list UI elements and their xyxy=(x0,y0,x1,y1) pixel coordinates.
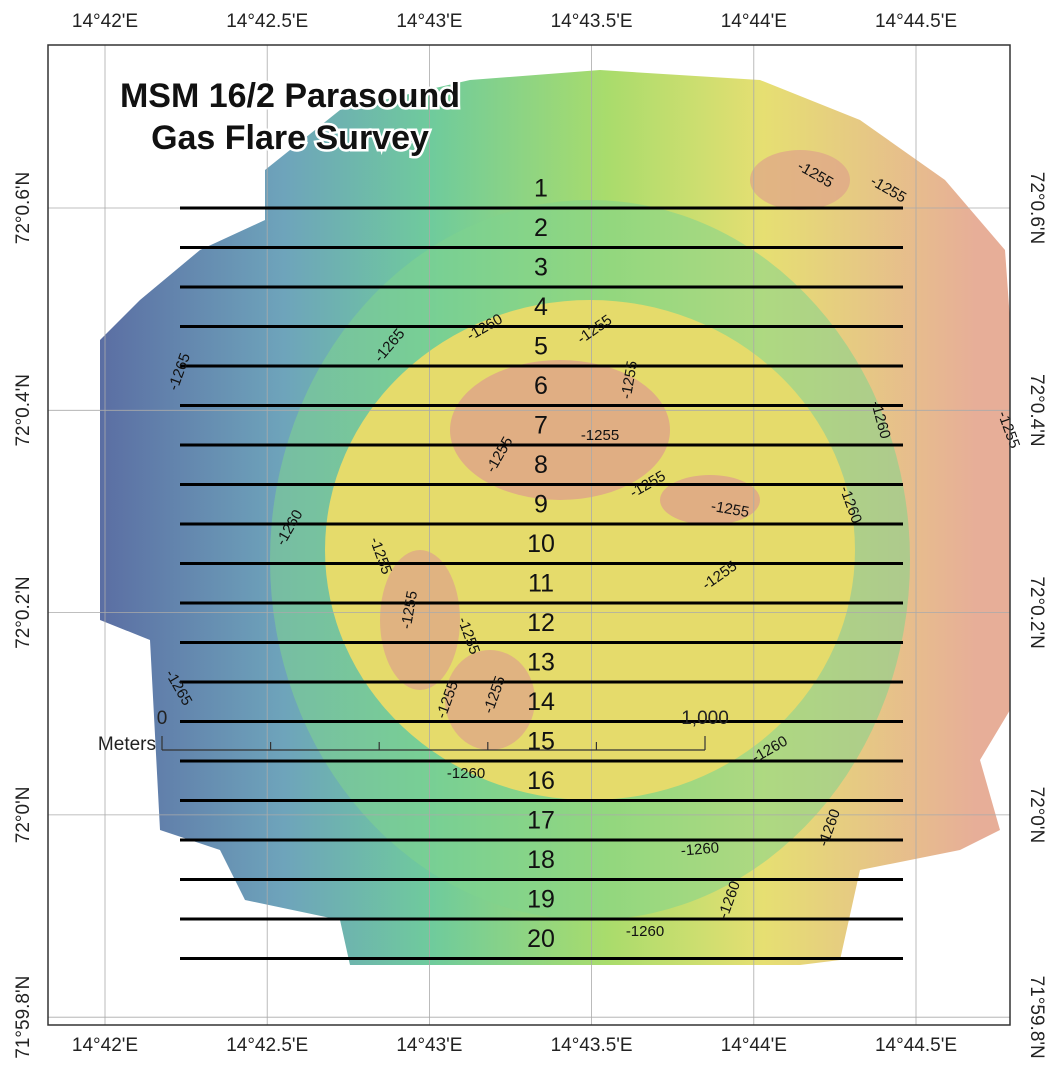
longitude-label: 14°42.5'E xyxy=(226,11,308,32)
contour-label: -1260 xyxy=(447,765,485,782)
line-number: 2 xyxy=(534,214,548,242)
contour-label: -1260 xyxy=(680,839,720,859)
longitude-label: 14°42.5'E xyxy=(226,1035,308,1056)
latitude-label: 72°0.4'N xyxy=(1026,374,1047,447)
line-number: 14 xyxy=(527,688,555,716)
longitude-label: 14°43.5'E xyxy=(551,1035,633,1056)
longitude-label: 14°44.5'E xyxy=(875,1035,957,1056)
longitude-label: 14°42'E xyxy=(72,11,138,32)
line-number: 8 xyxy=(534,451,548,479)
line-number: 9 xyxy=(534,491,548,519)
line-number: 13 xyxy=(527,649,555,677)
line-number: 17 xyxy=(527,807,555,835)
longitude-label: 14°44.5'E xyxy=(875,11,957,32)
map-title: Gas Flare Survey xyxy=(151,119,429,157)
scale-label: 0 xyxy=(157,708,168,729)
line-number: 20 xyxy=(527,925,555,953)
line-number: 1 xyxy=(534,175,548,203)
longitude-label: 14°43'E xyxy=(396,11,462,32)
line-number: 11 xyxy=(528,570,554,598)
latitude-label: 71°59.8'N xyxy=(13,976,34,1059)
longitude-label: 14°43'E xyxy=(396,1035,462,1056)
line-number: 15 xyxy=(527,728,555,756)
contour-label: -1260 xyxy=(626,923,664,940)
line-number: 19 xyxy=(527,886,555,914)
longitude-label: 14°42'E xyxy=(72,1035,138,1056)
latitude-label: 72°0.6'N xyxy=(13,172,34,245)
map-title: MSM 16/2 Parasound xyxy=(120,77,460,115)
latitude-label: 72°0'N xyxy=(13,787,34,844)
map: 14°42'E 14°42'E 14°42.5'E 14°42.5'E 14°43'E 1… xyxy=(0,0,1060,1066)
line-number: 7 xyxy=(534,412,548,440)
mound-peak xyxy=(750,150,850,210)
line-number: 4 xyxy=(534,293,548,321)
line-number: 18 xyxy=(527,846,555,874)
latitude-label: 71°59.8'N xyxy=(1026,976,1047,1059)
longitude-label: 14°44'E xyxy=(721,11,787,32)
line-number: 6 xyxy=(534,372,548,400)
latitude-label: 72°0.2'N xyxy=(13,576,34,649)
latitude-label: 72°0.4'N xyxy=(13,374,34,447)
line-number: 5 xyxy=(534,333,548,361)
latitude-label: 72°0.2'N xyxy=(1026,576,1047,649)
line-number: 12 xyxy=(527,609,555,637)
line-number: 10 xyxy=(527,530,555,558)
longitude-label: 14°43.5'E xyxy=(551,11,633,32)
contour-label: -1255 xyxy=(581,427,619,444)
latitude-label: 72°0.6'N xyxy=(1026,172,1047,245)
line-number: 16 xyxy=(527,767,555,795)
line-number: 3 xyxy=(534,254,548,282)
scale-label: 1,000 xyxy=(681,708,729,729)
latitude-label: 72°0'N xyxy=(1026,787,1047,844)
longitude-label: 14°44'E xyxy=(721,1035,787,1056)
scale-unit: Meters xyxy=(98,734,156,755)
